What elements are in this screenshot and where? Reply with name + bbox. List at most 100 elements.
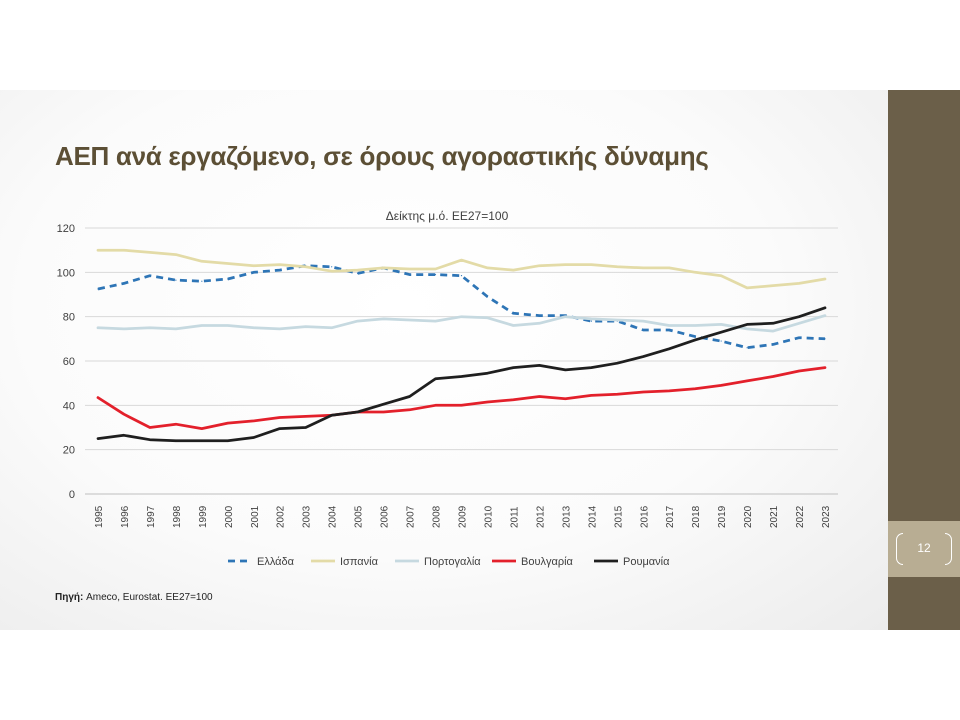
data-point — [720, 340, 722, 342]
data-point — [616, 319, 618, 321]
x-tick-label: 2010 — [483, 505, 494, 528]
data-point — [460, 275, 463, 277]
data-point — [486, 267, 489, 269]
data-point — [149, 439, 151, 441]
series-line-3 — [96, 314, 827, 333]
legend-label: Ρουμανία — [623, 556, 670, 568]
data-point — [253, 436, 255, 439]
data-point — [564, 398, 566, 400]
data-point — [408, 273, 411, 276]
data-point — [668, 348, 670, 350]
data-point — [486, 296, 489, 298]
data-point — [434, 378, 437, 380]
data-point — [512, 399, 515, 401]
data-point — [824, 278, 826, 280]
data-point — [253, 327, 255, 329]
page-number-box: 12 — [888, 521, 960, 577]
data-point — [279, 428, 281, 430]
data-point — [512, 312, 515, 314]
data-point — [253, 271, 255, 273]
data-point — [564, 369, 566, 371]
data-point — [590, 320, 592, 322]
data-point — [123, 413, 125, 415]
data-point — [357, 411, 359, 413]
data-point — [279, 263, 281, 266]
data-point — [486, 317, 489, 319]
data-point — [305, 266, 307, 268]
data-point — [668, 324, 670, 327]
data-point — [305, 415, 307, 418]
chart-title: Δείκτης μ.ό. ΕΕ27=100 — [386, 209, 509, 223]
data-point — [694, 336, 696, 338]
data-point — [538, 364, 540, 367]
data-point — [383, 403, 385, 405]
data-point — [460, 375, 463, 378]
data-point — [383, 267, 385, 269]
line-chart: Δείκτης μ.ό. ΕΕ27=100 0 20 40 60 80 100 120 1995… — [57, 209, 838, 568]
data-point — [824, 307, 826, 309]
data-point — [434, 273, 437, 276]
y-tick-label: 100 — [57, 267, 75, 279]
data-point — [746, 347, 748, 349]
x-tick-label: 2000 — [224, 505, 235, 528]
data-point — [149, 275, 151, 277]
data-point — [486, 372, 489, 374]
x-tick-label: 2006 — [380, 505, 391, 528]
data-point — [97, 288, 99, 290]
data-point — [149, 426, 151, 429]
x-tick-label: 2009 — [458, 505, 469, 528]
data-point — [97, 249, 99, 251]
data-point — [720, 331, 722, 333]
data-point — [201, 260, 203, 262]
data-point — [97, 327, 99, 329]
data-point — [434, 320, 437, 322]
data-point — [772, 330, 774, 332]
legend-label: Πορτογαλία — [424, 556, 481, 568]
data-point — [383, 318, 385, 320]
data-point — [642, 320, 644, 322]
data-point — [694, 388, 696, 390]
data-point — [616, 362, 618, 364]
data-point — [460, 316, 463, 318]
slide-title: ΑΕΠ ανά εργαζόμενο, σε όρους αγοραστικής… — [55, 141, 709, 171]
data-point — [824, 314, 826, 317]
data-point — [123, 328, 125, 330]
data-point — [538, 322, 540, 324]
data-point — [720, 275, 722, 277]
data-point — [227, 440, 229, 442]
data-point — [798, 337, 800, 339]
data-point — [97, 437, 99, 440]
source-text: Ameco, Eurostat. ΕΕ27=100 — [83, 592, 213, 603]
x-tick-label: 2003 — [302, 505, 313, 528]
data-point — [383, 411, 385, 413]
data-point — [772, 375, 774, 378]
data-point — [175, 254, 177, 256]
x-tick-label: 2002 — [276, 505, 287, 528]
y-tick-label: 40 — [63, 400, 75, 412]
data-point — [486, 401, 489, 403]
data-point — [434, 268, 437, 270]
right-bracket-icon — [945, 533, 952, 565]
data-point — [201, 280, 203, 282]
slide-background — [0, 90, 888, 630]
data-point — [538, 395, 540, 398]
y-tick-label: 60 — [63, 356, 75, 368]
data-point — [512, 269, 515, 271]
data-point — [538, 314, 540, 317]
data-point — [642, 391, 644, 393]
x-tick-label: 2020 — [743, 505, 754, 528]
data-point — [642, 267, 644, 269]
series-line-2 — [96, 248, 827, 290]
data-point — [279, 328, 281, 330]
data-point — [201, 428, 203, 430]
data-point — [279, 269, 281, 271]
data-point — [175, 440, 177, 442]
data-point — [746, 328, 748, 330]
data-point — [149, 251, 151, 253]
y-tick-label: 120 — [57, 223, 75, 235]
left-bracket-icon — [896, 533, 903, 565]
legend-label: Βουλγαρία — [521, 556, 574, 568]
data-point — [798, 370, 800, 372]
x-tick-label: 2017 — [665, 505, 676, 528]
data-point — [746, 323, 748, 326]
